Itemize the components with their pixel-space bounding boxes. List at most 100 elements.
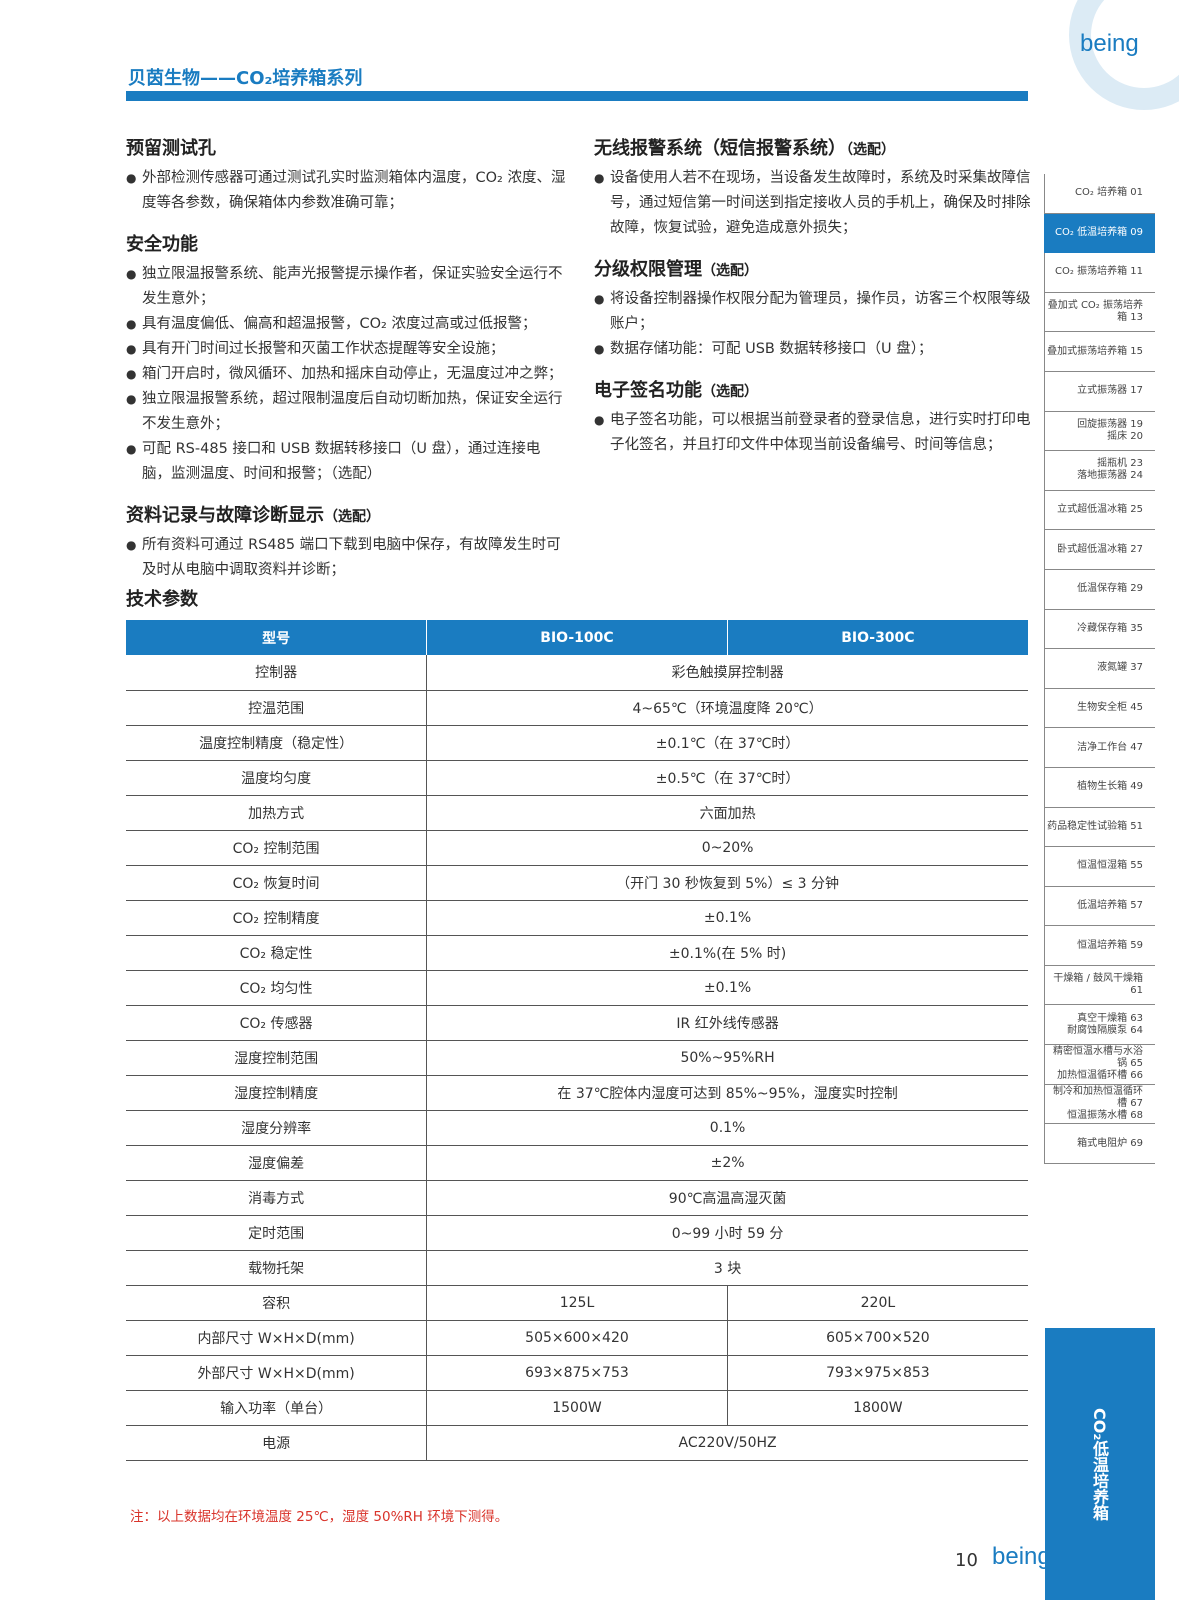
table-cell: 3 块 bbox=[426, 1250, 1028, 1286]
table-row: 定时范围 0~99 小时 59 分 bbox=[126, 1215, 1028, 1251]
table-cell: 505×600×420 bbox=[426, 1320, 728, 1356]
table-header-cell: BIO-300C bbox=[727, 620, 1028, 655]
sidebar-item-label: 立式振荡器 17 bbox=[1077, 385, 1143, 397]
table-row: CO₂ 稳定性 ±0.1%(在 5% 时) bbox=[126, 935, 1028, 971]
sidebar-item[interactable]: 真空干燥箱 63 耐腐蚀隔膜泵 64 bbox=[1044, 1005, 1155, 1046]
bullet-item: 数据存储功能：可配 USB 数据转移接口（U 盘）； bbox=[594, 337, 1034, 362]
sidebar-item[interactable]: 冷藏保存箱 35 bbox=[1044, 609, 1155, 650]
sidebar-item-label: 加热恒温循环槽 66 bbox=[1057, 1070, 1143, 1082]
sidebar-item-label: 精密恒温水槽与水浴锅 65 bbox=[1053, 1046, 1143, 1070]
specs-note: 注：以上数据均在环境温度 25℃，湿度 50%RH 环境下测得。 bbox=[130, 1509, 509, 1525]
bullet-item: 可配 RS-485 接口和 USB 数据转移接口（U 盘），通过连接电脑，监测温… bbox=[126, 437, 566, 487]
table-row: 湿度控制精度在 37℃腔体内湿度可达到 85%~95%，湿度实时控制 bbox=[126, 1075, 1028, 1111]
sidebar-item-label: 恒温恒湿箱 55 bbox=[1077, 860, 1143, 872]
sidebar-item-label: 耐腐蚀隔膜泵 64 bbox=[1067, 1024, 1143, 1036]
table-cell: 温度控制精度（稳定性） bbox=[126, 725, 428, 761]
sidebar-item[interactable]: 恒温恒湿箱 55 bbox=[1044, 847, 1155, 887]
section-tag: （选配） bbox=[702, 263, 758, 279]
table-row: 电源 AC220V/50HZ bbox=[126, 1425, 1028, 1461]
section-label: CO₂低温培养箱 bbox=[1090, 1408, 1109, 1521]
sidebar-item[interactable]: 立式超低温冰箱 25 bbox=[1044, 490, 1155, 531]
sidebar-item-label: 洁净工作台 47 bbox=[1077, 741, 1143, 753]
sidebar-item[interactable]: 干燥箱 / 鼓风干燥箱 61 bbox=[1044, 965, 1155, 1006]
table-cell: 载物托架 bbox=[126, 1250, 428, 1286]
sidebar-item-label: 冷藏保存箱 35 bbox=[1077, 622, 1143, 634]
table-cell: 1800W bbox=[727, 1390, 1028, 1426]
table-cell: 外部尺寸 W×H×D(mm) bbox=[126, 1355, 428, 1391]
section-tag: （选配） bbox=[846, 142, 895, 158]
table-cell: 控制器 bbox=[126, 655, 428, 691]
section-tab: CO₂低温培养箱 bbox=[1045, 1328, 1155, 1600]
sidebar-item-label: 恒温振荡水槽 68 bbox=[1067, 1109, 1143, 1121]
table-cell: 125L bbox=[426, 1285, 728, 1321]
section-title: 电子签名功能（选配） bbox=[594, 376, 1034, 402]
table-cell: 湿度分辨率 bbox=[126, 1110, 428, 1146]
sidebar-item[interactable]: 低温保存箱 29 bbox=[1044, 569, 1155, 610]
sidebar-item-label: 液氮罐 37 bbox=[1097, 662, 1143, 674]
table-cell: IR 红外线传感器 bbox=[426, 1005, 1028, 1041]
table-cell: ±0.1%(在 5% 时) bbox=[426, 935, 1028, 971]
table-cell: 在 37℃腔体内湿度可达到 85%~95%，湿度实时控制 bbox=[426, 1075, 1028, 1111]
bullet-item: 箱门开启时，微风循环、加热和摇床自动停止，无温度过冲之弊； bbox=[126, 362, 566, 387]
sidebar-item-label: 立式超低温冰箱 25 bbox=[1057, 504, 1143, 516]
table-row: 湿度偏差 ±2% bbox=[126, 1145, 1028, 1181]
bullet-item: 所有资料可通过 RS485 端口下载到电脑中保存，有故障发生时可及时从电脑中调取… bbox=[126, 533, 566, 583]
sidebar-item[interactable]: 立式振荡器 17 bbox=[1044, 371, 1155, 412]
section-title: 无线报警系统（短信报警系统）（选配） bbox=[594, 134, 1034, 160]
section-title-text: 预留测试孔 bbox=[126, 138, 216, 159]
bullet-item: 独立限温报警系统，超过限制温度后自动切断加热，保证安全运行不发生意外； bbox=[126, 387, 566, 437]
sidebar-item[interactable]: 卧式超低温冰箱 27 bbox=[1044, 530, 1155, 570]
table-cell: AC220V/50HZ bbox=[426, 1425, 1028, 1461]
sidebar-item[interactable]: 液氮罐 37 bbox=[1044, 649, 1155, 689]
header-bar bbox=[126, 91, 1028, 101]
sidebar-item[interactable]: CO₂ 低温培养箱 09 bbox=[1044, 213, 1155, 254]
table-cell: 内部尺寸 W×H×D(mm) bbox=[126, 1320, 428, 1356]
table-cell: CO₂ 传感器 bbox=[126, 1005, 428, 1041]
sidebar-item[interactable]: 精密恒温水槽与水浴锅 65 加热恒温循环槽 66 bbox=[1044, 1045, 1155, 1085]
sidebar-item[interactable]: 植物生长箱 49 bbox=[1044, 767, 1155, 808]
sidebar-item[interactable]: 生物安全柜 45 bbox=[1044, 688, 1155, 729]
table-header-cell: BIO-100C bbox=[426, 620, 728, 655]
sidebar-item[interactable]: 药品稳定性试验箱 51 bbox=[1044, 807, 1155, 848]
sidebar-item-label: CO₂ 振荡培养箱 11 bbox=[1055, 266, 1143, 278]
table-row: 湿度控制范围 50%~95%RH bbox=[126, 1040, 1028, 1076]
feature-section: 安全功能独立限温报警系统、能声光报警提示操作者，保证实验安全运行不发生意外；具有… bbox=[126, 230, 566, 487]
section-title-text: 电子签名功能 bbox=[594, 380, 702, 401]
sidebar-item-label: 药品稳定性试验箱 51 bbox=[1047, 820, 1143, 832]
sidebar-item[interactable]: 制冷和加热恒温循环槽 67 恒温振荡水槽 68 bbox=[1044, 1084, 1155, 1125]
table-row: CO₂ 均匀性 ±0.1% bbox=[126, 970, 1028, 1006]
sidebar-item-label: 真空干燥箱 63 bbox=[1077, 1012, 1143, 1024]
table-cell: CO₂ 控制精度 bbox=[126, 900, 428, 936]
table-cell: ±0.5℃（在 37℃时） bbox=[426, 760, 1028, 796]
sidebar-item-label: 摇瓶机 23 bbox=[1097, 458, 1143, 470]
section-tag: （选配） bbox=[702, 384, 758, 400]
sidebar-item[interactable]: 洁净工作台 47 bbox=[1044, 728, 1155, 768]
sidebar-item[interactable]: 摇瓶机 23 落地振荡器 24 bbox=[1044, 451, 1155, 491]
section-title-text: 资料记录与故障诊断显示 bbox=[126, 505, 324, 526]
sidebar-item[interactable]: 叠加式 CO₂ 振荡培养箱 13 bbox=[1044, 292, 1155, 333]
table-cell: 90℃高温高湿灭菌 bbox=[426, 1180, 1028, 1216]
specs-table: 型号 BIO-100C BIO-300C 控制器 彩色触摸屏控制器 控温范围 4~65℃（环… bbox=[126, 620, 1028, 1461]
sidebar-item[interactable]: 箱式电阻炉 69 bbox=[1044, 1124, 1155, 1164]
table-cell: 消毒方式 bbox=[126, 1180, 428, 1216]
table-cell: 0.1% bbox=[426, 1110, 1028, 1146]
sidebar-item-label: 叠加式振荡培养箱 15 bbox=[1047, 345, 1143, 357]
bullet-item: 外部检测传感器可通过测试孔实时监测箱体内温度，CO₂ 浓度、湿度等各参数，确保箱… bbox=[126, 166, 566, 216]
section-title: 资料记录与故障诊断显示（选配） bbox=[126, 501, 566, 527]
feature-section: 无线报警系统（短信报警系统）（选配） 设备使用人若不在现场，当设备发生故障时，系统… bbox=[594, 134, 1034, 241]
table-cell: 加热方式 bbox=[126, 795, 428, 831]
sidebar-item[interactable]: 回旋振荡器 19 摇床 20 bbox=[1044, 411, 1155, 452]
sidebar-item-label: 箱式电阻炉 69 bbox=[1077, 1137, 1143, 1149]
sidebar-item[interactable]: 叠加式振荡培养箱 15 bbox=[1044, 332, 1155, 372]
sidebar-item-label: 摇床 20 bbox=[1107, 430, 1143, 442]
feature-section: 电子签名功能（选配） 电子签名功能，可以根据当前登录者的登录信息，进行实时打印电子… bbox=[594, 376, 1034, 458]
sidebar-item[interactable]: 恒温培养箱 59 bbox=[1044, 926, 1155, 966]
table-cell: 1500W bbox=[426, 1390, 728, 1426]
sidebar-item[interactable]: CO₂ 培养箱 01 bbox=[1044, 174, 1155, 214]
sidebar-item-label: 干燥箱 / 鼓风干燥箱 61 bbox=[1053, 973, 1143, 997]
sidebar-item[interactable]: 低温培养箱 57 bbox=[1044, 886, 1155, 927]
table-row: 温度控制精度（稳定性） ±0.1℃（在 37℃时） bbox=[126, 725, 1028, 761]
table-cell: 温度均匀度 bbox=[126, 760, 428, 796]
page-header-title: 贝茵生物——CO₂培养箱系列 bbox=[128, 68, 363, 89]
sidebar-item[interactable]: CO₂ 振荡培养箱 11 bbox=[1044, 253, 1155, 293]
